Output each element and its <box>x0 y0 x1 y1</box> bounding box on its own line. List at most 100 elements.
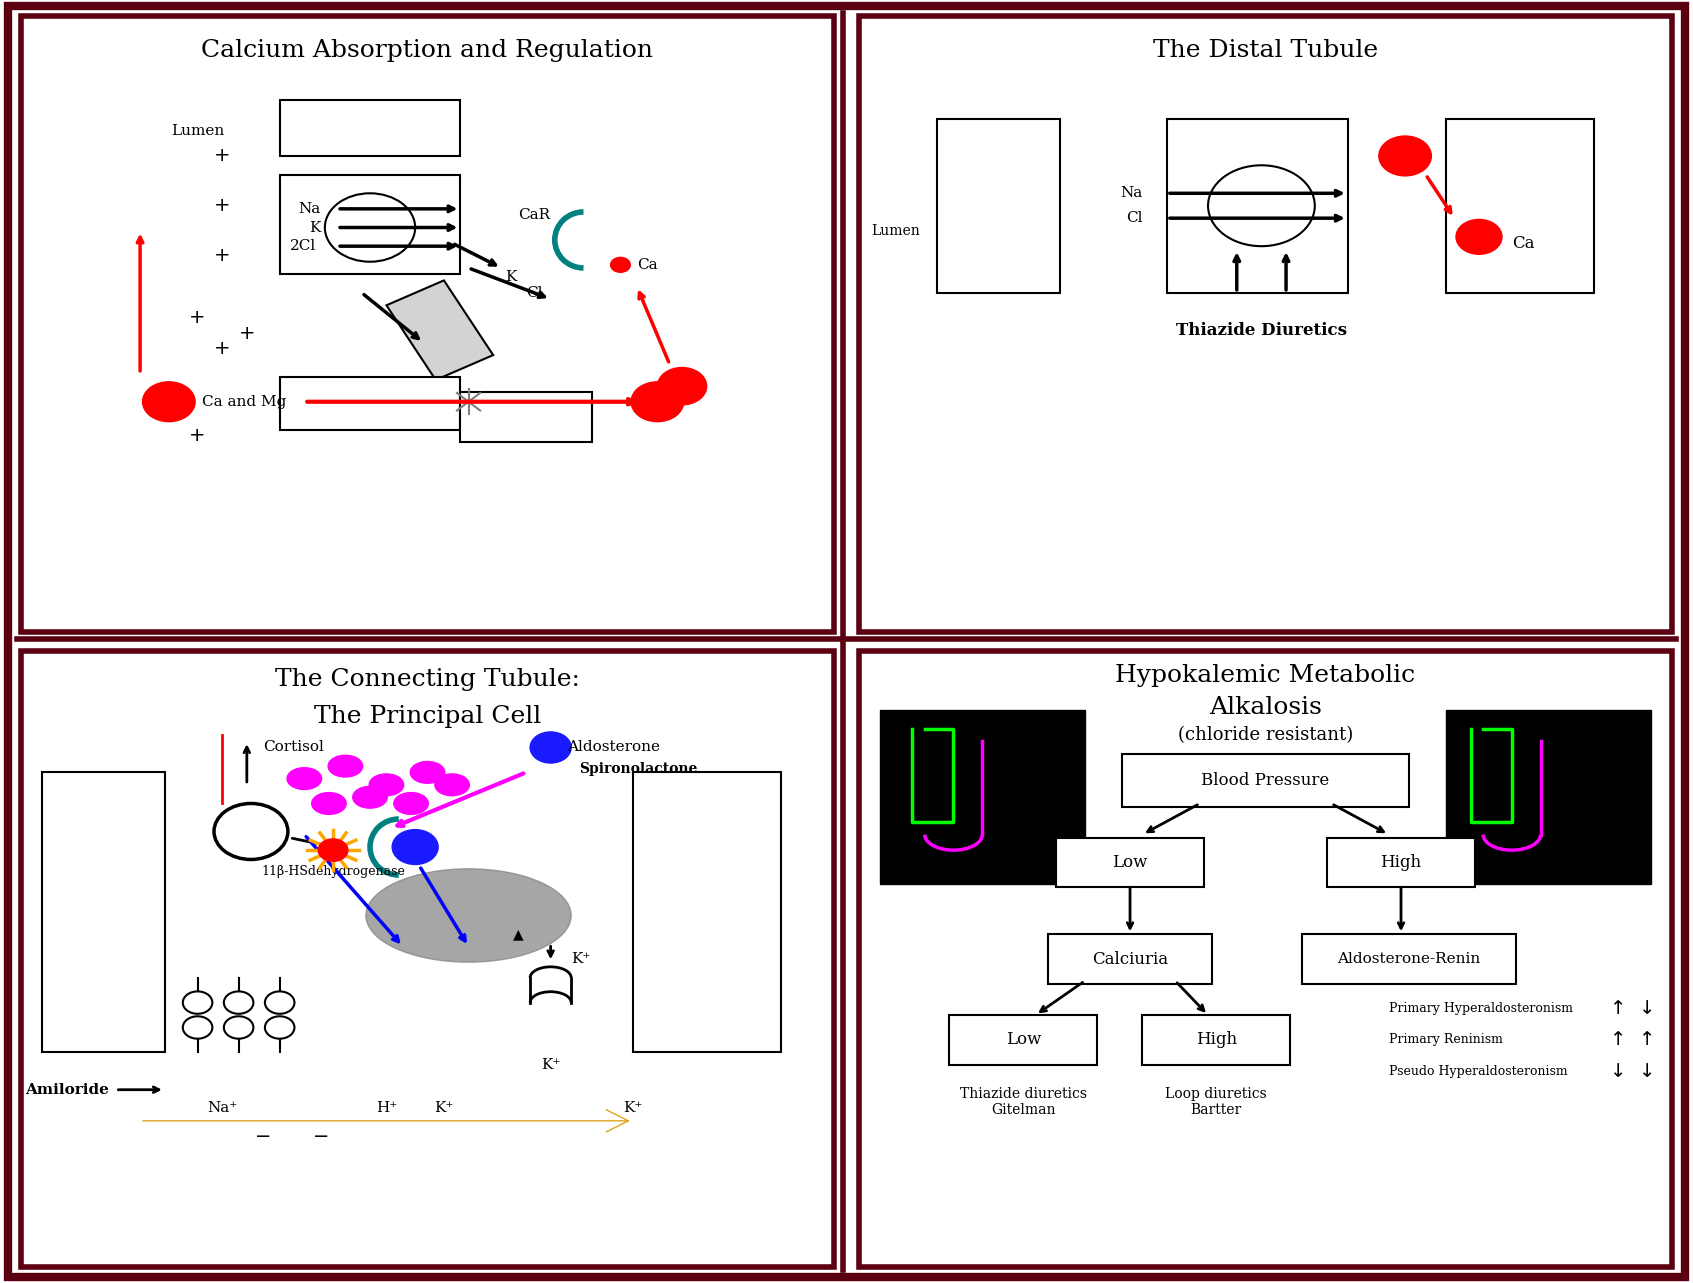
FancyBboxPatch shape <box>950 1015 1097 1065</box>
Text: +: + <box>190 426 207 445</box>
Ellipse shape <box>288 767 322 789</box>
Text: Na: Na <box>1121 186 1143 200</box>
Ellipse shape <box>366 869 571 962</box>
Circle shape <box>264 1016 295 1039</box>
Ellipse shape <box>312 793 345 815</box>
Circle shape <box>223 992 254 1014</box>
Bar <box>42 772 164 1052</box>
Text: +: + <box>190 308 207 327</box>
Circle shape <box>631 382 684 422</box>
Bar <box>938 118 1060 293</box>
Bar <box>279 100 460 157</box>
Bar <box>633 772 780 1052</box>
Text: High: High <box>1380 854 1422 871</box>
Text: Lumen: Lumen <box>171 124 223 139</box>
Ellipse shape <box>328 756 362 777</box>
Text: +: + <box>213 339 230 358</box>
Text: Cl: Cl <box>527 286 542 300</box>
Text: Hypokalemic Metabolic: Hypokalemic Metabolic <box>1116 665 1415 688</box>
Text: Loop diuretics
Bartter: Loop diuretics Bartter <box>1165 1087 1266 1117</box>
Text: +: + <box>213 196 230 216</box>
Circle shape <box>657 367 706 405</box>
Circle shape <box>213 803 288 860</box>
Circle shape <box>1209 166 1315 246</box>
Text: ↓: ↓ <box>1639 999 1656 1019</box>
Text: Cortisol: Cortisol <box>264 740 323 754</box>
Ellipse shape <box>435 774 469 795</box>
Bar <box>1446 711 1651 884</box>
Circle shape <box>530 731 571 763</box>
Text: Thiazide Diuretics: Thiazide Diuretics <box>1177 322 1348 339</box>
Text: ↑: ↑ <box>1610 1030 1627 1049</box>
Text: The Principal Cell: The Principal Cell <box>313 704 542 727</box>
Text: ↑: ↑ <box>1639 1030 1656 1049</box>
Text: −: − <box>256 1126 271 1146</box>
Text: Calcium Absorption and Regulation: Calcium Absorption and Regulation <box>201 38 653 62</box>
Circle shape <box>325 194 415 262</box>
Text: ↑: ↑ <box>1610 999 1627 1019</box>
Bar <box>880 711 1085 884</box>
Text: K⁺: K⁺ <box>623 1101 642 1115</box>
Circle shape <box>611 258 630 272</box>
Bar <box>1166 118 1348 293</box>
Ellipse shape <box>369 774 403 795</box>
Text: +: + <box>213 146 230 166</box>
Text: H⁺: H⁺ <box>376 1101 398 1115</box>
Text: K: K <box>310 221 320 235</box>
Text: Spironolactone: Spironolactone <box>579 762 698 776</box>
Text: CaR: CaR <box>518 208 550 222</box>
Text: Primary Hyperaldosteronism: Primary Hyperaldosteronism <box>1388 1002 1573 1015</box>
Circle shape <box>1378 136 1431 176</box>
Text: Primary Reninism: Primary Reninism <box>1388 1033 1503 1047</box>
Text: K: K <box>506 271 516 285</box>
FancyArrowPatch shape <box>142 1110 628 1132</box>
Circle shape <box>393 830 438 865</box>
FancyBboxPatch shape <box>1056 838 1204 888</box>
Text: Aldosterone-Renin: Aldosterone-Renin <box>1337 952 1481 966</box>
Text: ↓: ↓ <box>1610 1061 1627 1080</box>
Text: (chloride resistant): (chloride resistant) <box>1178 726 1353 744</box>
Circle shape <box>183 1016 212 1039</box>
Circle shape <box>142 382 195 422</box>
FancyBboxPatch shape <box>1302 934 1515 984</box>
Text: Blood Pressure: Blood Pressure <box>1202 772 1329 789</box>
Text: −: − <box>313 1126 328 1146</box>
Circle shape <box>264 992 295 1014</box>
Text: Lumen: Lumen <box>872 223 921 237</box>
Text: Thiazide diuretics
Gitelman: Thiazide diuretics Gitelman <box>960 1087 1087 1117</box>
Bar <box>279 174 460 275</box>
Bar <box>279 377 460 430</box>
Text: Amiloride: Amiloride <box>25 1083 108 1097</box>
Text: Pseudo Hyperaldosteronism: Pseudo Hyperaldosteronism <box>1388 1065 1568 1078</box>
Text: Ca: Ca <box>637 258 657 272</box>
Text: +: + <box>213 246 230 266</box>
Text: ▲: ▲ <box>513 928 523 942</box>
Text: ↓: ↓ <box>1639 1061 1656 1080</box>
Text: K⁺: K⁺ <box>571 952 591 966</box>
Text: High: High <box>1195 1032 1238 1048</box>
Circle shape <box>223 1016 254 1039</box>
Text: Ca and Mg: Ca and Mg <box>201 395 286 409</box>
Text: Ca: Ca <box>1512 235 1534 251</box>
Text: K⁺: K⁺ <box>542 1057 560 1071</box>
Text: 11β-HSdehydrogenase: 11β-HSdehydrogenase <box>261 866 405 879</box>
Text: Low: Low <box>1112 854 1148 871</box>
Ellipse shape <box>410 762 445 783</box>
Text: Na⁺: Na⁺ <box>207 1101 237 1115</box>
Ellipse shape <box>352 786 388 808</box>
FancyBboxPatch shape <box>1048 934 1212 984</box>
Text: Alkalosis: Alkalosis <box>1209 695 1322 718</box>
Text: Na: Na <box>298 201 320 216</box>
Text: Calciuria: Calciuria <box>1092 951 1168 967</box>
Text: 2Cl: 2Cl <box>291 239 317 253</box>
Text: Cl: Cl <box>1126 212 1143 226</box>
Circle shape <box>318 839 347 861</box>
Bar <box>1446 118 1595 293</box>
Circle shape <box>183 992 212 1014</box>
Text: The Connecting Tubule:: The Connecting Tubule: <box>274 667 581 690</box>
FancyBboxPatch shape <box>1143 1015 1290 1065</box>
Ellipse shape <box>394 793 428 815</box>
Text: The Distal Tubule: The Distal Tubule <box>1153 38 1378 62</box>
Text: Aldosterone: Aldosterone <box>567 740 660 754</box>
Text: Low: Low <box>1006 1032 1041 1048</box>
